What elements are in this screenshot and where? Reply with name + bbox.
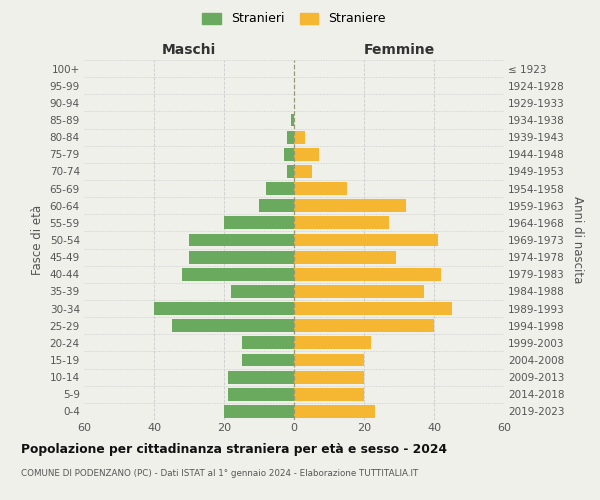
Bar <box>224 405 294 418</box>
Bar <box>294 234 437 246</box>
Bar <box>227 388 294 400</box>
Bar <box>294 148 319 160</box>
Bar <box>294 370 364 384</box>
Bar <box>294 405 374 418</box>
Bar <box>294 250 395 264</box>
Bar <box>294 302 452 315</box>
Bar <box>172 320 294 332</box>
Bar <box>227 370 294 384</box>
Bar <box>259 200 294 212</box>
Bar <box>182 268 294 280</box>
Bar <box>231 285 294 298</box>
Bar <box>294 216 389 230</box>
Bar <box>294 200 406 212</box>
Bar <box>294 320 434 332</box>
Y-axis label: Fasce di età: Fasce di età <box>31 205 44 275</box>
Bar <box>189 250 294 264</box>
Text: Maschi: Maschi <box>162 42 216 56</box>
Bar <box>266 182 294 195</box>
Text: COMUNE DI PODENZANO (PC) - Dati ISTAT al 1° gennaio 2024 - Elaborazione TUTTITAL: COMUNE DI PODENZANO (PC) - Dati ISTAT al… <box>21 468 418 477</box>
Legend: Stranieri, Straniere: Stranieri, Straniere <box>199 8 389 29</box>
Bar <box>294 165 311 178</box>
Bar <box>154 302 294 315</box>
Bar <box>294 130 305 143</box>
Text: Femmine: Femmine <box>364 42 434 56</box>
Bar <box>287 165 294 178</box>
Bar <box>294 182 347 195</box>
Bar <box>287 130 294 143</box>
Y-axis label: Anni di nascita: Anni di nascita <box>571 196 584 284</box>
Bar <box>294 388 364 400</box>
Bar <box>241 354 294 366</box>
Bar <box>294 336 371 349</box>
Bar <box>290 114 294 126</box>
Bar <box>284 148 294 160</box>
Bar <box>241 336 294 349</box>
Bar <box>294 354 364 366</box>
Bar <box>189 234 294 246</box>
Bar <box>224 216 294 230</box>
Bar <box>294 285 424 298</box>
Text: Popolazione per cittadinanza straniera per età e sesso - 2024: Popolazione per cittadinanza straniera p… <box>21 442 447 456</box>
Bar <box>294 268 441 280</box>
